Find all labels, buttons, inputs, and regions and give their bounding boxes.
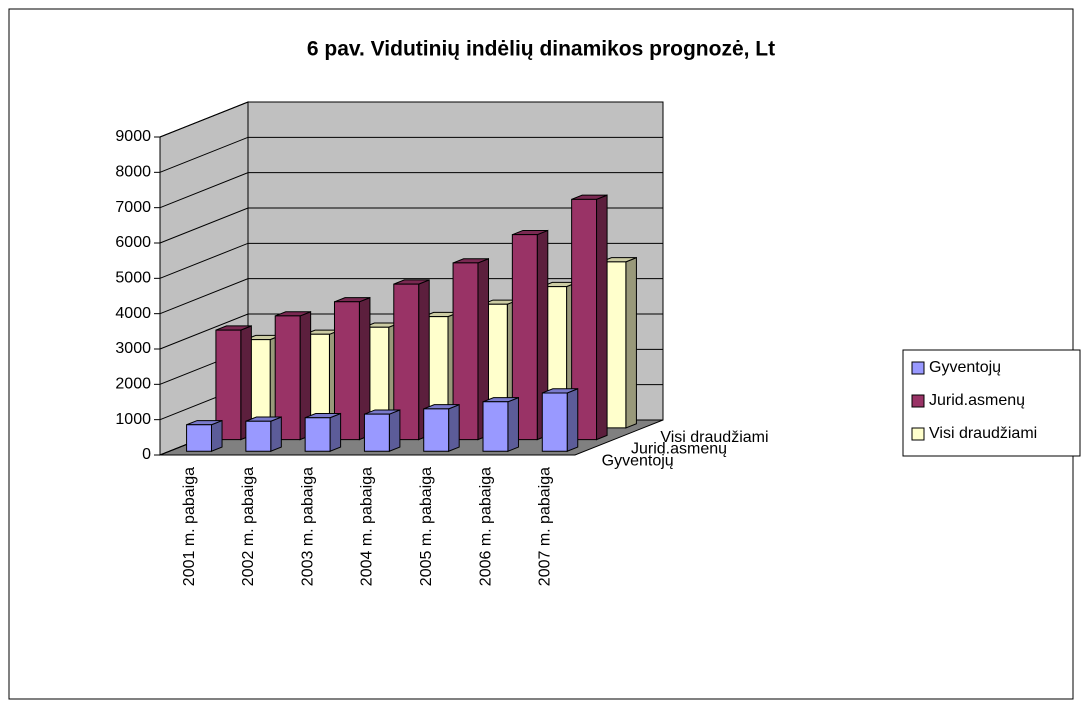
- bar-side: [210, 419, 223, 453]
- x-tick-label: 2004 m. pabaiga: [359, 467, 376, 586]
- y-tick-label: 3000: [115, 340, 151, 357]
- bar-side: [507, 396, 519, 453]
- bar-front: [363, 413, 390, 452]
- bar: [571, 194, 608, 441]
- bar-front: [511, 234, 538, 441]
- chart-title: 6 pav. Vidutinių indėlių dinamikos progn…: [307, 38, 775, 61]
- x-tick-label: 2001 m. pabaiga: [181, 467, 198, 586]
- bar: [363, 409, 401, 453]
- legend-label: Visi draudžiami: [929, 425, 1037, 442]
- bar-side: [448, 403, 460, 453]
- legend-label: Gyventojų: [929, 359, 1001, 376]
- bar: [245, 416, 282, 453]
- bar-front: [215, 329, 242, 441]
- x-tick-label: 2007 m. pabaiga: [537, 467, 554, 586]
- bar-front: [186, 424, 212, 452]
- bar-side: [388, 409, 401, 453]
- bar: [511, 229, 549, 441]
- y-tick-label: 2000: [115, 376, 151, 393]
- bar: [423, 403, 460, 453]
- y-tick-label: 4000: [115, 305, 151, 322]
- bar-front: [571, 198, 598, 441]
- legend-swatch: [911, 427, 925, 441]
- depth-axis-label: Visi draudžiami: [660, 429, 768, 446]
- y-tick-label: 8000: [115, 164, 151, 181]
- y-tick-label: 6000: [115, 234, 151, 251]
- bar: [304, 412, 342, 453]
- legend-swatch: [911, 394, 925, 408]
- bar: [274, 310, 312, 441]
- bar: [186, 419, 223, 453]
- legend-box: [902, 349, 1081, 457]
- bar-side: [625, 256, 637, 429]
- bar-front: [541, 392, 568, 452]
- bar-front: [333, 301, 360, 441]
- bar-side: [596, 194, 608, 441]
- grid-line: [159, 136, 663, 173]
- x-tick-label: 2002 m. pabaiga: [240, 467, 257, 586]
- bar-front: [393, 283, 420, 441]
- x-tick-label: 2005 m. pabaiga: [418, 467, 435, 586]
- bar-front: [245, 420, 272, 452]
- bar-side: [566, 388, 579, 453]
- bar-front: [423, 408, 450, 452]
- bar-front: [452, 262, 479, 441]
- bar-front: [304, 417, 331, 452]
- grid-line: [159, 207, 663, 244]
- depth-axis-label: Gyventojų: [602, 452, 674, 469]
- y-tick-label: 1000: [115, 411, 151, 428]
- bar-front: [274, 315, 301, 441]
- x-tick-label: 2003 m. pabaiga: [299, 467, 316, 586]
- bar-side: [270, 416, 282, 453]
- bar-side: [329, 412, 342, 453]
- depth-axis-label: Jurid.asmenų: [631, 441, 727, 458]
- grid-line: [159, 172, 663, 209]
- bar: [541, 388, 579, 453]
- y-tick-label: 5000: [115, 270, 151, 287]
- y-tick-label: 0: [142, 446, 151, 463]
- bar: [333, 296, 371, 441]
- bar: [215, 325, 252, 441]
- bar: [393, 279, 430, 441]
- bar: [452, 257, 490, 441]
- y-tick-label: 7000: [115, 199, 151, 216]
- x-tick-label: 2006 m. pabaiga: [477, 467, 494, 586]
- bar: [482, 396, 519, 453]
- legend-swatch: [911, 361, 925, 375]
- legend-label: Jurid.asmenų: [929, 392, 1025, 409]
- bar-front: [482, 401, 509, 452]
- y-tick-label: 9000: [115, 128, 151, 145]
- grid-line: [159, 101, 663, 138]
